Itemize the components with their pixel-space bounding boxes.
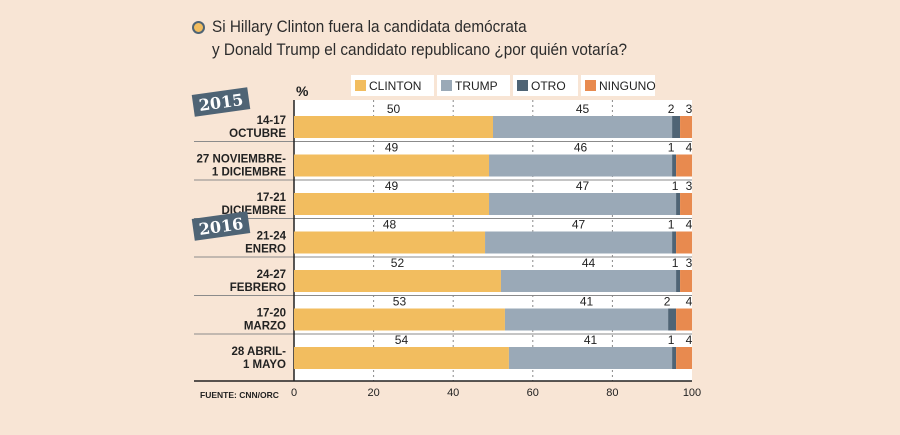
value-label-otro: 2 xyxy=(668,102,675,116)
legend-swatch-trump xyxy=(441,80,452,91)
bar-clinton xyxy=(294,308,505,331)
unit-label: % xyxy=(296,83,309,99)
year-badge-box xyxy=(191,211,251,241)
bar-otro xyxy=(668,308,677,331)
value-label-otro: 1 xyxy=(672,256,679,270)
bar-otro xyxy=(672,116,681,138)
value-label-trump: 44 xyxy=(582,256,596,270)
bar-trump xyxy=(504,308,669,331)
category-label-line-2: ENERO xyxy=(245,244,286,256)
bar-otro xyxy=(672,347,677,369)
value-label-trump: 41 xyxy=(584,333,598,347)
bar-clinton xyxy=(294,193,490,215)
category-label-line-2: FEBRERO xyxy=(230,282,286,294)
category-label-line-1: 17-20 xyxy=(257,308,286,320)
bar-ninguno xyxy=(680,193,692,215)
bar-clinton xyxy=(294,231,486,254)
value-label-ninguno: 4 xyxy=(686,333,693,347)
bar-trump xyxy=(485,231,673,254)
x-tick-label: 80 xyxy=(606,387,618,399)
category-label-line-1: 27 NOVIEMBRE- xyxy=(197,154,287,166)
bar-ninguno xyxy=(680,116,692,138)
legend-label-ninguno: NINGUNO xyxy=(599,79,656,93)
bar-clinton xyxy=(294,116,493,138)
title-line-2: y Donald Trump el candidato republicano … xyxy=(212,40,628,59)
value-label-ninguno: 3 xyxy=(686,256,693,270)
value-label-clinton: 49 xyxy=(385,179,399,193)
category-label-line-2: MARZO xyxy=(244,321,286,333)
legend-box-otro xyxy=(513,75,578,96)
bar-clinton xyxy=(294,270,501,292)
value-label-ninguno: 4 xyxy=(686,295,693,309)
value-label-clinton: 48 xyxy=(383,218,397,232)
category-label-line-1: 17-21 xyxy=(257,192,287,204)
x-tick-label: 100 xyxy=(683,387,701,399)
value-label-otro: 1 xyxy=(668,333,675,347)
bar-otro xyxy=(672,154,677,177)
category-label-line-2: 1 MAYO xyxy=(243,359,286,371)
value-label-otro: 2 xyxy=(664,295,671,309)
category-label-line-1: 14-17 xyxy=(257,115,286,127)
bar-trump xyxy=(493,116,673,138)
value-label-clinton: 54 xyxy=(395,333,409,347)
value-label-trump: 47 xyxy=(572,218,586,232)
bar-otro xyxy=(676,193,681,215)
value-label-otro: 1 xyxy=(668,218,675,232)
value-label-ninguno: 3 xyxy=(686,102,693,116)
x-tick-label: 60 xyxy=(527,387,539,399)
bar-otro xyxy=(676,270,681,292)
value-label-clinton: 49 xyxy=(385,141,399,155)
bar-ninguno xyxy=(676,154,692,177)
value-label-trump: 45 xyxy=(576,102,590,116)
bar-clinton xyxy=(294,154,490,177)
bar-ninguno xyxy=(676,347,692,369)
title-line-1: Si Hillary Clinton fuera la candidata de… xyxy=(212,17,527,36)
value-label-trump: 47 xyxy=(576,179,590,193)
x-tick-label: 0 xyxy=(291,387,297,399)
legend-label-clinton: CLINTON xyxy=(369,79,421,93)
bar-trump xyxy=(508,347,673,369)
bar-trump xyxy=(489,154,673,177)
value-label-otro: 1 xyxy=(672,179,679,193)
bar-clinton xyxy=(294,347,509,369)
value-label-clinton: 53 xyxy=(393,295,407,309)
legend-swatch-clinton xyxy=(355,80,366,91)
category-label-line-1: 21-24 xyxy=(257,231,287,243)
value-label-otro: 1 xyxy=(668,141,675,155)
year-badge-2016: 2016 xyxy=(191,211,251,241)
bar-ninguno xyxy=(676,231,692,254)
legend-swatch-otro xyxy=(517,80,528,91)
bar-trump xyxy=(489,193,677,215)
legend-swatch-ninguno xyxy=(585,80,596,91)
value-label-ninguno: 4 xyxy=(686,141,693,155)
legend-label-trump: TRUMP xyxy=(455,79,498,93)
legend-label-otro: OTRO xyxy=(531,79,566,93)
year-badge-box xyxy=(191,87,251,117)
x-tick-label: 40 xyxy=(447,387,459,399)
category-label-line-2: 1 DICIEMBRE xyxy=(212,167,286,179)
value-label-trump: 46 xyxy=(574,141,588,155)
year-badge-2015: 2015 xyxy=(191,87,251,117)
category-label-line-1: 28 ABRIL- xyxy=(231,346,286,358)
x-tick-label: 20 xyxy=(367,387,379,399)
value-label-clinton: 50 xyxy=(387,102,401,116)
legend-box-ninguno xyxy=(581,75,655,96)
legend-box-trump xyxy=(437,75,510,96)
value-label-ninguno: 4 xyxy=(686,218,693,232)
bar-trump xyxy=(500,270,677,292)
value-label-trump: 41 xyxy=(580,295,594,309)
bar-ninguno xyxy=(680,270,692,292)
legend-box-clinton xyxy=(351,75,434,96)
source-note: FUENTE: CNN/ORC xyxy=(200,390,279,400)
category-label-line-1: 24-27 xyxy=(257,269,286,281)
title-bullet-icon xyxy=(192,21,205,34)
bar-ninguno xyxy=(676,308,692,331)
value-label-clinton: 52 xyxy=(391,256,405,270)
category-label-line-2: OCTUBRE xyxy=(229,128,286,140)
value-label-ninguno: 3 xyxy=(686,179,693,193)
bar-otro xyxy=(672,231,677,254)
